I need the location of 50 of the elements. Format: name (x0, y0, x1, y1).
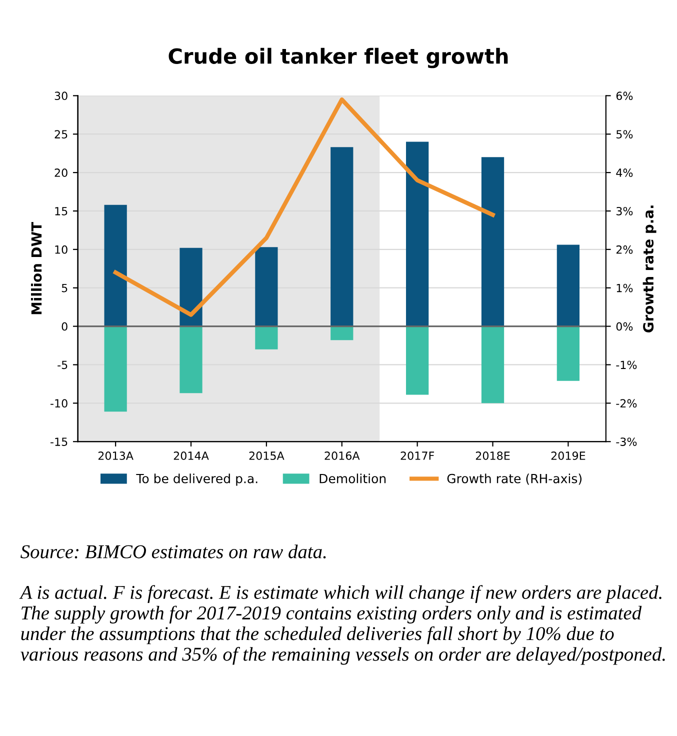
y-tick-label: 25 (54, 130, 68, 138)
bar (556, 244, 580, 326)
y2-tick-label: 6% (616, 92, 633, 100)
bar (330, 326, 354, 340)
y2-tick-label: 5% (616, 130, 633, 138)
y2-tick-label: -2% (616, 399, 637, 408)
bar (180, 248, 202, 326)
y-tick-label: 15 (55, 207, 68, 216)
y2-tick-label: -1% (616, 360, 637, 370)
bar (180, 326, 202, 394)
y-tick-label: 5 (62, 284, 68, 292)
y2-tick-label: 0% (616, 322, 633, 331)
x-tick-label: 2013A (98, 452, 134, 460)
bar (104, 326, 127, 412)
x-tick-label: 2016A (324, 452, 360, 460)
text: A is actual. F is forecast. E is estimate which will change if new orders are placed. The supply growth for 2017-2019 contains existing orders only and is estimated under the assumptions that the scheduled deliveries fall short by 10% due to various reasons and 35% of the remaining vessels on order are delayed/postponed. (19, 585, 665, 665)
y-tick-label: 10 (55, 245, 68, 254)
x-tick-label: 2015A (249, 452, 284, 460)
bar (406, 326, 429, 395)
y-tick-label: 20 (54, 168, 68, 177)
y-tick-label: -15 (50, 438, 68, 446)
y-tick-label: 0 (62, 322, 68, 331)
legend-label: To be delivered p.a. (136, 474, 258, 486)
y-axis-title: Million DWT (30, 222, 42, 314)
bar (556, 326, 580, 381)
y2-tick-label: 1% (616, 284, 633, 292)
bar (481, 157, 504, 326)
y2-axis-title: Growth rate p.a. (642, 206, 656, 332)
legend-label: Demolition (320, 474, 386, 484)
chart-title: Crude oil tanker fleet growth (168, 48, 508, 68)
y2-tick-label: -3% (616, 438, 637, 446)
y2-tick-label: 4% (616, 168, 633, 177)
y-tick-label: 30 (54, 92, 68, 100)
y-tick-label: -5 (58, 360, 68, 370)
bar (255, 247, 278, 326)
legend-label: Growth rate (RH-axis) (447, 474, 582, 485)
source-note: Source: BIMCO estimates on raw data. (20, 544, 326, 558)
bar (104, 204, 127, 326)
x-tick-label: 2014A (174, 452, 209, 460)
y2-tick-label: 2% (616, 245, 633, 254)
bar (406, 142, 429, 326)
y-tick-label: -10 (50, 399, 68, 408)
x-tick-label: 2018E (476, 452, 510, 460)
bar (481, 326, 504, 404)
line-series (113, 97, 495, 317)
x-tick-label: 2017F (400, 452, 434, 460)
bar (255, 326, 278, 350)
y2-tick-label: 3% (616, 206, 633, 216)
x-tick-label: 2019E (551, 452, 586, 460)
bar (330, 147, 354, 326)
